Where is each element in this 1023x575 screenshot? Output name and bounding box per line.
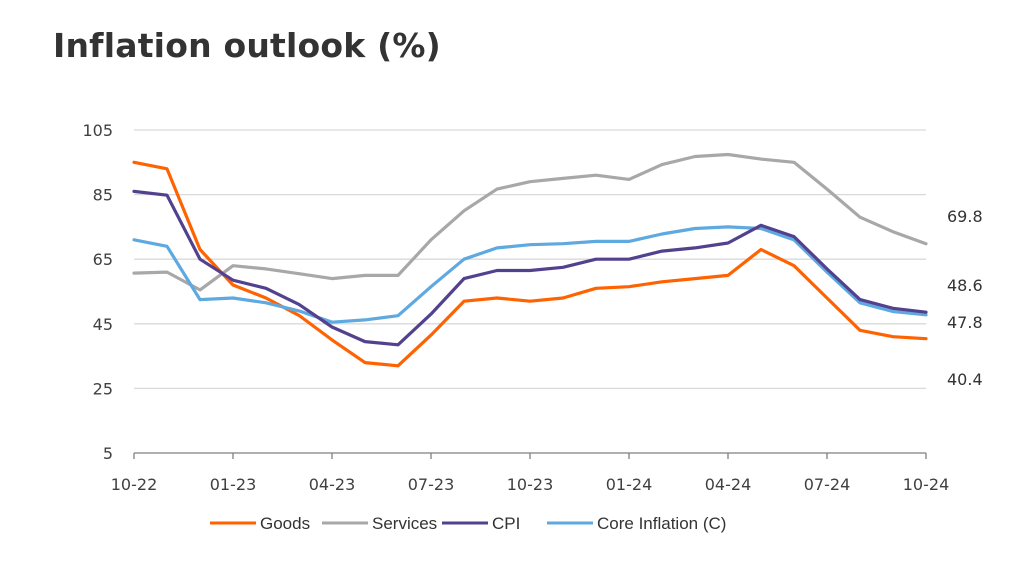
series-lines: [132, 152, 928, 368]
legend-label: Goods: [260, 514, 310, 533]
gridlines: [134, 129, 926, 390]
x-tick-label: 01-24: [606, 475, 653, 494]
x-axis: 10-22 01-23 04-23 07-23 10-23 01-24 04-24 07-24…: [111, 452, 950, 494]
series-line-services: [132, 152, 928, 292]
end-value-label: 69.8: [947, 207, 983, 226]
y-tick-label: 5: [103, 444, 113, 463]
legend-item: Goods: [210, 514, 310, 533]
series-line-cpi: [132, 189, 928, 347]
x-tick-label: 07-23: [408, 475, 455, 494]
x-tick-label: 04-24: [705, 475, 752, 494]
y-tick-label: 85: [93, 186, 113, 205]
series-line-core-inflation-c: [132, 225, 928, 324]
y-axis-tick-labels: 105 85 65 45 25 5: [82, 121, 113, 463]
x-tick-label: 04-23: [309, 475, 356, 494]
legend-label: Services: [372, 514, 437, 533]
end-value-label: 48.6: [947, 276, 983, 295]
legend-label: CPI: [492, 514, 520, 533]
end-value-labels: 69.8 48.6 47.8 40.4: [947, 207, 983, 389]
y-tick-label: 65: [93, 250, 113, 269]
legend-item: Services: [322, 514, 437, 533]
x-tick-label: 01-23: [210, 475, 257, 494]
x-tick-label: 07-24: [804, 475, 851, 494]
legend-item: CPI: [442, 514, 520, 533]
legend: Goods Services CPI Core Inflation (C): [210, 514, 726, 533]
end-value-label: 40.4: [947, 370, 983, 389]
legend-label: Core Inflation (C): [597, 514, 726, 533]
x-tick-label: 10-24: [903, 475, 950, 494]
chart-title: Inflation outlook (%): [53, 26, 441, 65]
series-line-goods: [132, 160, 928, 368]
y-tick-label: 105: [82, 121, 113, 140]
x-tick-label: 10-23: [507, 475, 554, 494]
legend-item: Core Inflation (C): [547, 514, 726, 533]
end-value-label: 47.8: [947, 313, 983, 332]
y-tick-label: 25: [93, 379, 113, 398]
x-tick-label: 10-22: [111, 475, 158, 494]
y-tick-label: 45: [93, 315, 113, 334]
